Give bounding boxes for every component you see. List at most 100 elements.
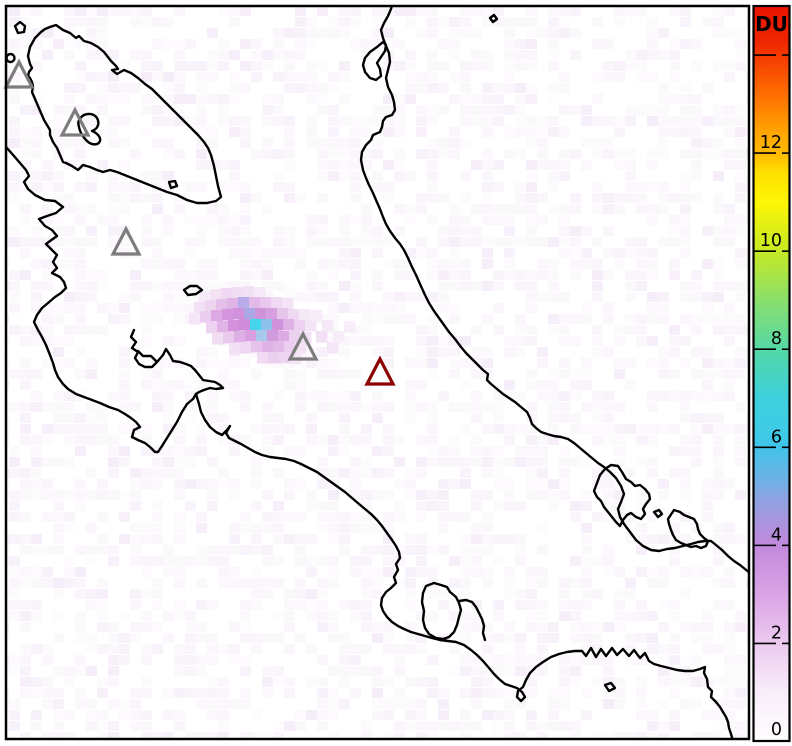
noise-pixel <box>625 50 636 60</box>
noise-pixel <box>361 567 372 577</box>
noise-pixel <box>746 94 748 104</box>
noise-pixel <box>218 50 229 60</box>
noise-pixel <box>372 677 383 687</box>
noise-pixel <box>515 182 526 192</box>
noise-pixel <box>460 611 471 621</box>
noise-pixel <box>614 688 625 698</box>
noise-pixel <box>592 347 603 357</box>
noise-pixel <box>0 721 9 731</box>
noise-pixel <box>669 116 680 126</box>
noise-pixel <box>724 391 735 401</box>
noise-pixel <box>7 611 9 621</box>
noise-pixel <box>394 721 405 731</box>
noise-pixel <box>581 259 592 269</box>
coastline-archipelago-2 <box>666 508 710 550</box>
noise-pixel <box>702 17 713 27</box>
noise-pixel <box>581 710 592 720</box>
noise-pixel <box>229 699 240 709</box>
noise-pixel <box>218 105 229 115</box>
noise-pixel <box>75 215 86 225</box>
noise-pixel <box>306 677 317 687</box>
noise-pixel <box>262 523 273 533</box>
noise-pixel <box>603 479 614 489</box>
noise-pixel <box>218 215 229 225</box>
noise-pixel <box>97 7 108 16</box>
noise-pixel <box>537 622 548 632</box>
noise-pixel <box>449 281 460 291</box>
noise-pixel <box>9 699 20 709</box>
noise-pixel <box>691 699 702 709</box>
plume-cell <box>244 308 256 320</box>
noise-pixel <box>284 116 295 126</box>
noise-pixel <box>108 490 119 500</box>
noise-pixel <box>163 567 174 577</box>
colorbar-tick-label: 6 <box>771 427 782 447</box>
noise-pixel <box>603 435 614 445</box>
noise-pixel <box>493 457 504 467</box>
noise-pixel <box>746 534 748 544</box>
plume-cell <box>239 319 251 331</box>
noise-pixel <box>185 39 196 49</box>
noise-pixel <box>306 237 317 247</box>
noise-pixel <box>141 61 152 71</box>
noise-pixel <box>9 446 20 456</box>
noise-pixel <box>9 457 20 467</box>
noise-pixel <box>614 72 625 82</box>
noise-pixel <box>559 160 570 170</box>
noise-pixel <box>262 688 273 698</box>
noise-pixel <box>20 160 31 170</box>
noise-pixel <box>438 292 449 302</box>
noise-pixel <box>471 446 482 456</box>
noise-pixel <box>97 688 108 698</box>
noise-pixel <box>174 380 185 390</box>
noise-pixel <box>702 567 713 577</box>
noise-pixel <box>207 732 218 739</box>
noise-pixel <box>559 490 570 500</box>
noise-pixel <box>240 204 251 214</box>
noise-pixel <box>603 468 614 478</box>
noise-pixel <box>328 314 339 324</box>
coastline-islet-3 <box>167 179 179 190</box>
noise-pixel <box>669 688 680 698</box>
noise-pixel <box>163 292 174 302</box>
noise-pixel <box>537 435 548 445</box>
noise-pixel <box>669 655 680 665</box>
noise-pixel <box>438 281 449 291</box>
noise-pixel <box>449 721 460 731</box>
noise-pixel <box>669 347 680 357</box>
noise-pixel <box>394 270 405 280</box>
noise-pixel <box>328 259 339 269</box>
noise-pixel <box>504 72 515 82</box>
noise-pixel <box>603 347 614 357</box>
noise-pixel <box>394 512 405 522</box>
noise-pixel <box>592 677 603 687</box>
noise-pixel <box>42 215 53 225</box>
noise-pixel <box>460 633 471 643</box>
noise-pixel <box>570 677 581 687</box>
noise-pixel <box>119 457 130 467</box>
noise-pixel <box>405 358 416 368</box>
noise-pixel <box>372 666 383 676</box>
noise-pixel <box>636 237 647 247</box>
noise-pixel <box>108 204 119 214</box>
noise-pixel <box>691 424 702 434</box>
noise-pixel <box>471 534 482 544</box>
noise-pixel <box>152 259 163 269</box>
noise-pixel <box>372 468 383 478</box>
noise-pixel <box>284 644 295 654</box>
noise-pixel <box>526 61 537 71</box>
noise-pixel <box>273 413 284 423</box>
noise-pixel <box>163 457 174 467</box>
noise-pixel <box>86 72 97 82</box>
noise-pixel <box>405 644 416 654</box>
noise-pixel <box>306 490 317 500</box>
colorbar-tick-label: 4 <box>771 525 782 545</box>
noise-pixel <box>306 116 317 126</box>
noise-pixel <box>405 314 416 324</box>
noise-pixel <box>251 732 262 742</box>
noise-pixel <box>75 270 86 280</box>
noise-pixel <box>196 116 207 126</box>
plume-cell <box>311 310 323 322</box>
noise-pixel <box>317 677 328 687</box>
noise-pixel <box>284 677 295 687</box>
